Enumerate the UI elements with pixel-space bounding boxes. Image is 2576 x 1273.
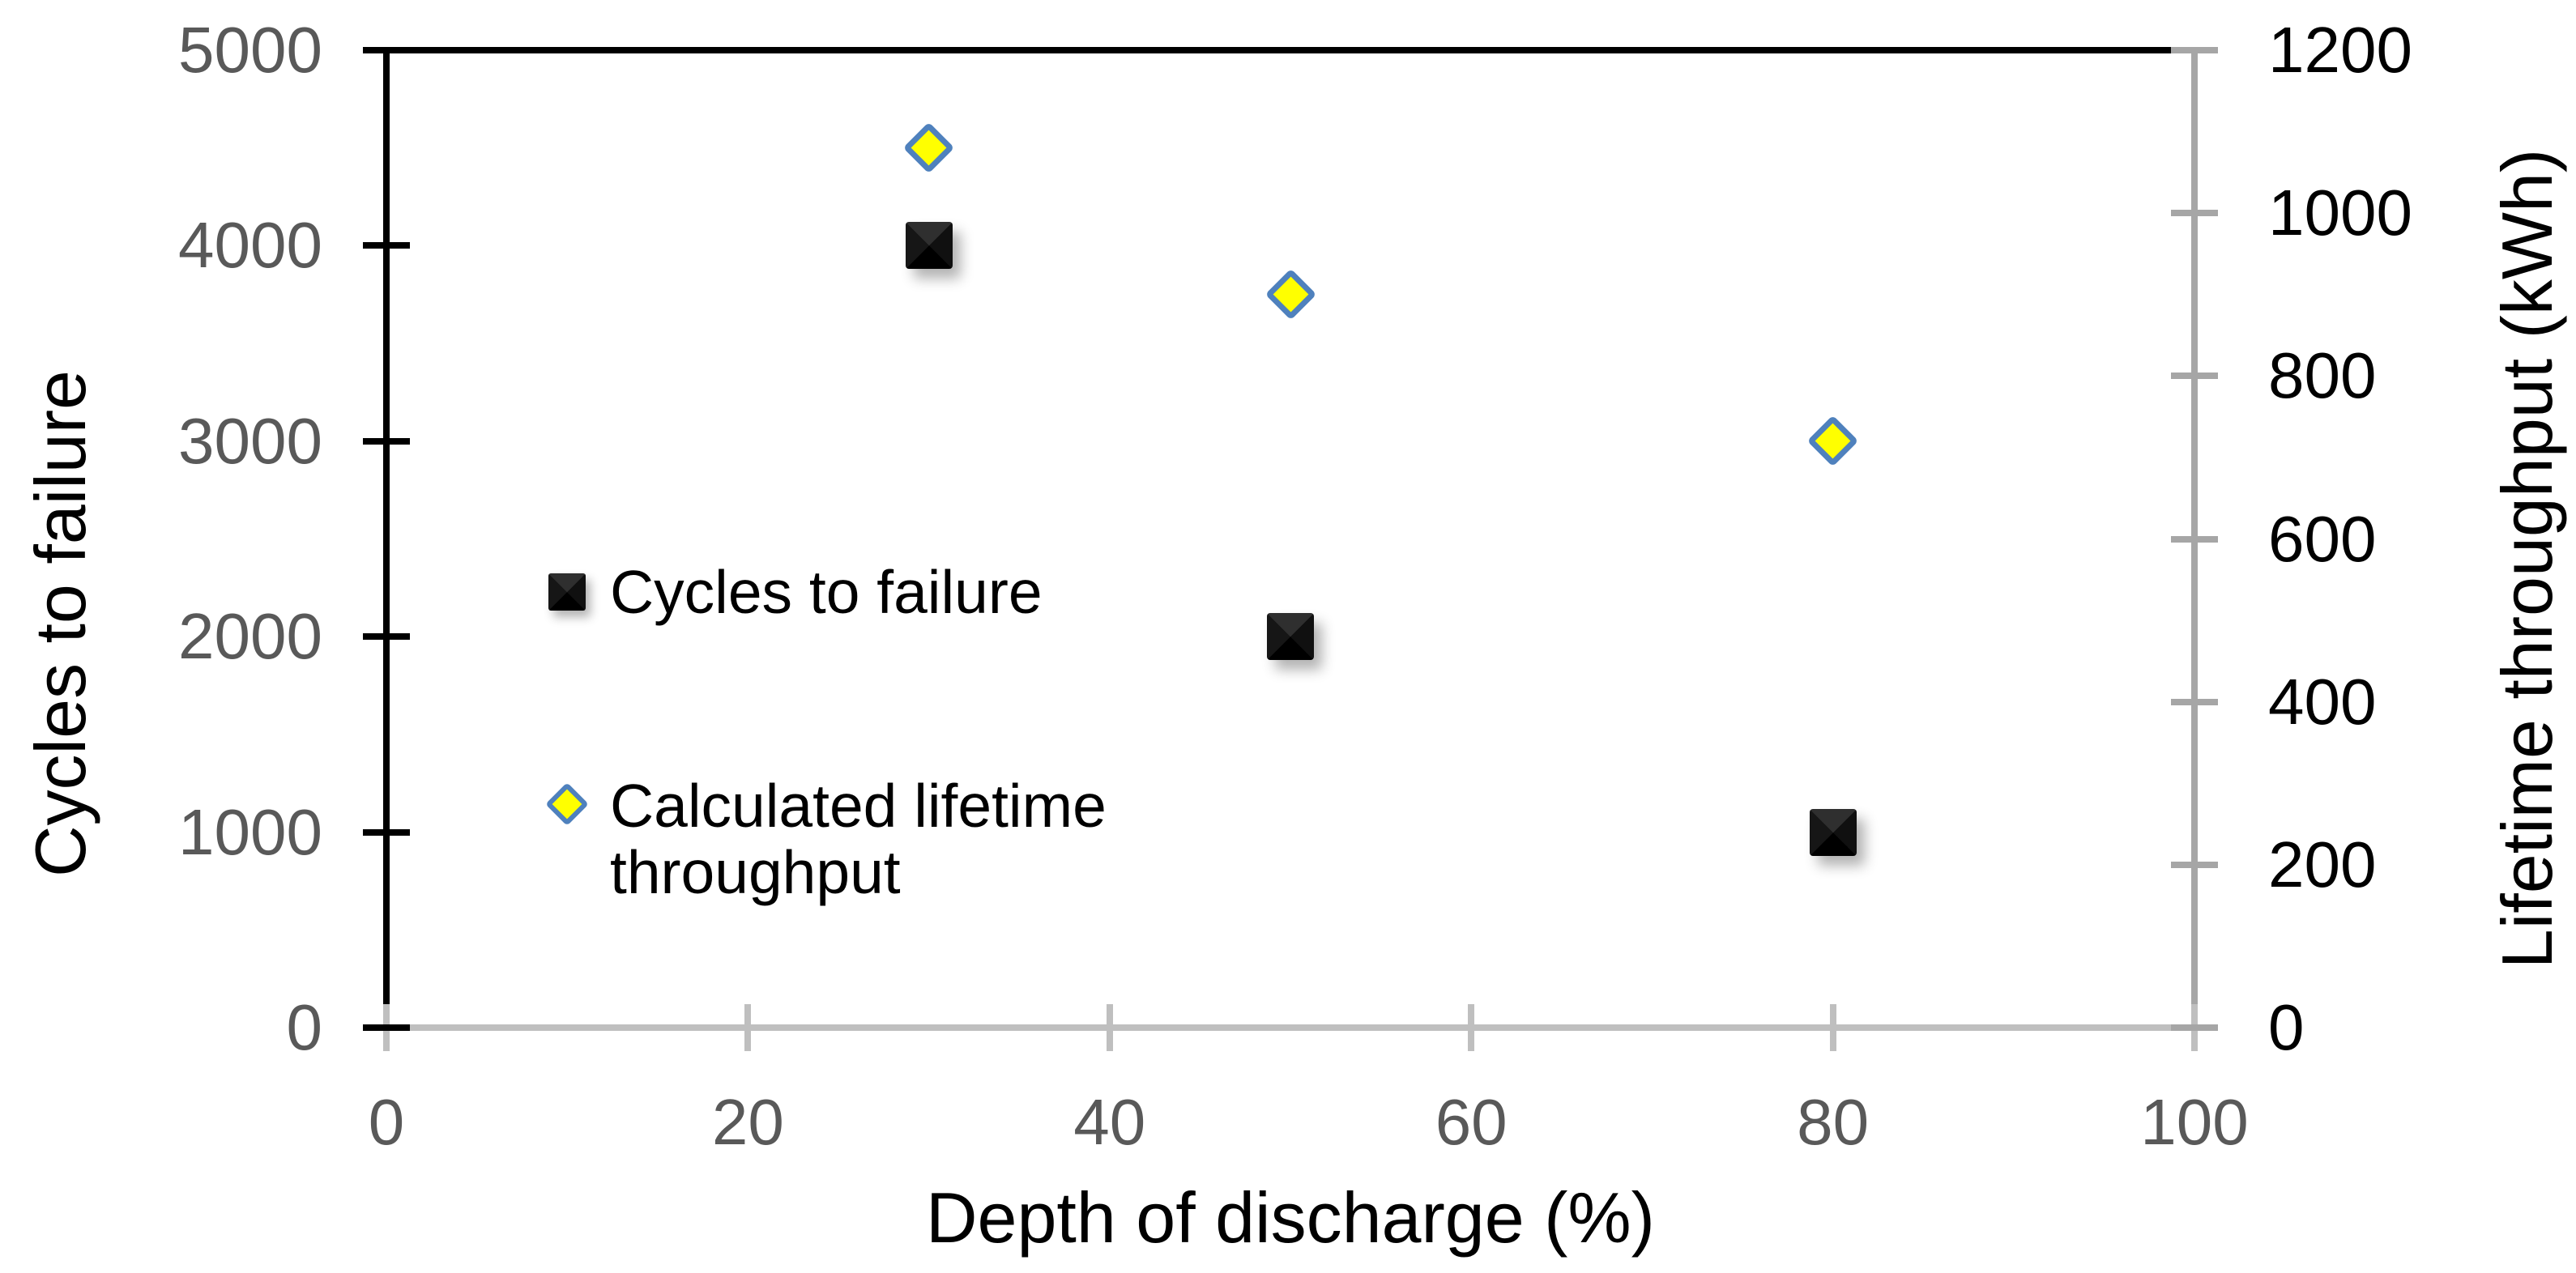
data-point-diamond — [1265, 268, 1316, 321]
x-axis-tick-label: 20 — [711, 1086, 784, 1158]
x-axis-tick-label: 60 — [1435, 1086, 1508, 1158]
x-axis-line — [363, 1024, 2218, 1031]
y-axis-right-tick-label: 0 — [2268, 991, 2305, 1063]
y-axis-right-tick — [2171, 535, 2218, 543]
data-point-square — [1267, 613, 1314, 661]
y-axis-right-tick — [2171, 373, 2218, 380]
y-axis-left-tick — [363, 828, 410, 836]
y-axis-left-tick-label: 1000 — [178, 795, 322, 868]
y-axis-left-title: Cycles to failure — [20, 370, 100, 878]
legend-diamond-marker-icon — [545, 782, 589, 826]
y-axis-right-tick-label: 600 — [2268, 502, 2377, 575]
y-axis-right-tick-label: 400 — [2268, 665, 2377, 738]
y-axis-left-tick — [363, 633, 410, 641]
data-point-square — [905, 222, 953, 270]
y-axis-right-tick-label: 1000 — [2268, 177, 2412, 249]
y-axis-right-tick — [2171, 210, 2218, 217]
x-axis-tick-label: 40 — [1073, 1086, 1146, 1158]
y-axis-left-tick — [363, 1024, 410, 1031]
x-axis-title: Depth of discharge (%) — [926, 1177, 1655, 1258]
data-point-diamond — [902, 121, 955, 174]
y-axis-right-tick — [2171, 698, 2218, 705]
y-axis-left-tick — [363, 437, 410, 445]
y-axis-right-tick — [2171, 861, 2218, 868]
data-point-diamond — [1806, 415, 1859, 467]
y-axis-right-tick-label: 1200 — [2268, 14, 2412, 86]
y-axis-left-tick-label: 0 — [286, 991, 323, 1063]
data-point-square — [1809, 808, 1857, 856]
y-axis-left-tick — [363, 242, 410, 249]
plot-top-border — [383, 47, 2201, 53]
y-axis-right-tick — [2171, 1024, 2218, 1031]
y-axis-right-title: Lifetime throughput (kWh) — [2487, 148, 2567, 969]
x-axis-tick — [1829, 1004, 1836, 1051]
legend-label-cycles: Cycles to failure — [610, 558, 1043, 626]
legend-square-marker-icon — [548, 573, 586, 611]
x-axis-tick — [1106, 1004, 1113, 1051]
x-axis-tick-label: 80 — [1797, 1086, 1870, 1158]
y-axis-left-tick-label: 4000 — [178, 209, 322, 282]
y-axis-left-tick-label: 3000 — [178, 404, 322, 477]
x-axis-tick-label: 100 — [2140, 1086, 2249, 1158]
x-axis-tick — [1468, 1004, 1475, 1051]
y-axis-right-tick — [2171, 47, 2218, 53]
y-axis-left-tick-label: 5000 — [178, 14, 322, 86]
y-axis-right-tick-label: 800 — [2268, 339, 2377, 412]
legend-label-throughput: Calculated lifetime throughput — [610, 772, 1107, 906]
y-axis-left-tick-label: 2000 — [178, 600, 322, 673]
x-axis-tick — [744, 1004, 752, 1051]
y-axis-left-line — [383, 47, 390, 1028]
y-axis-left-tick — [363, 47, 410, 53]
x-axis-tick-label: 0 — [368, 1086, 405, 1158]
y-axis-right-tick-label: 200 — [2268, 828, 2377, 900]
